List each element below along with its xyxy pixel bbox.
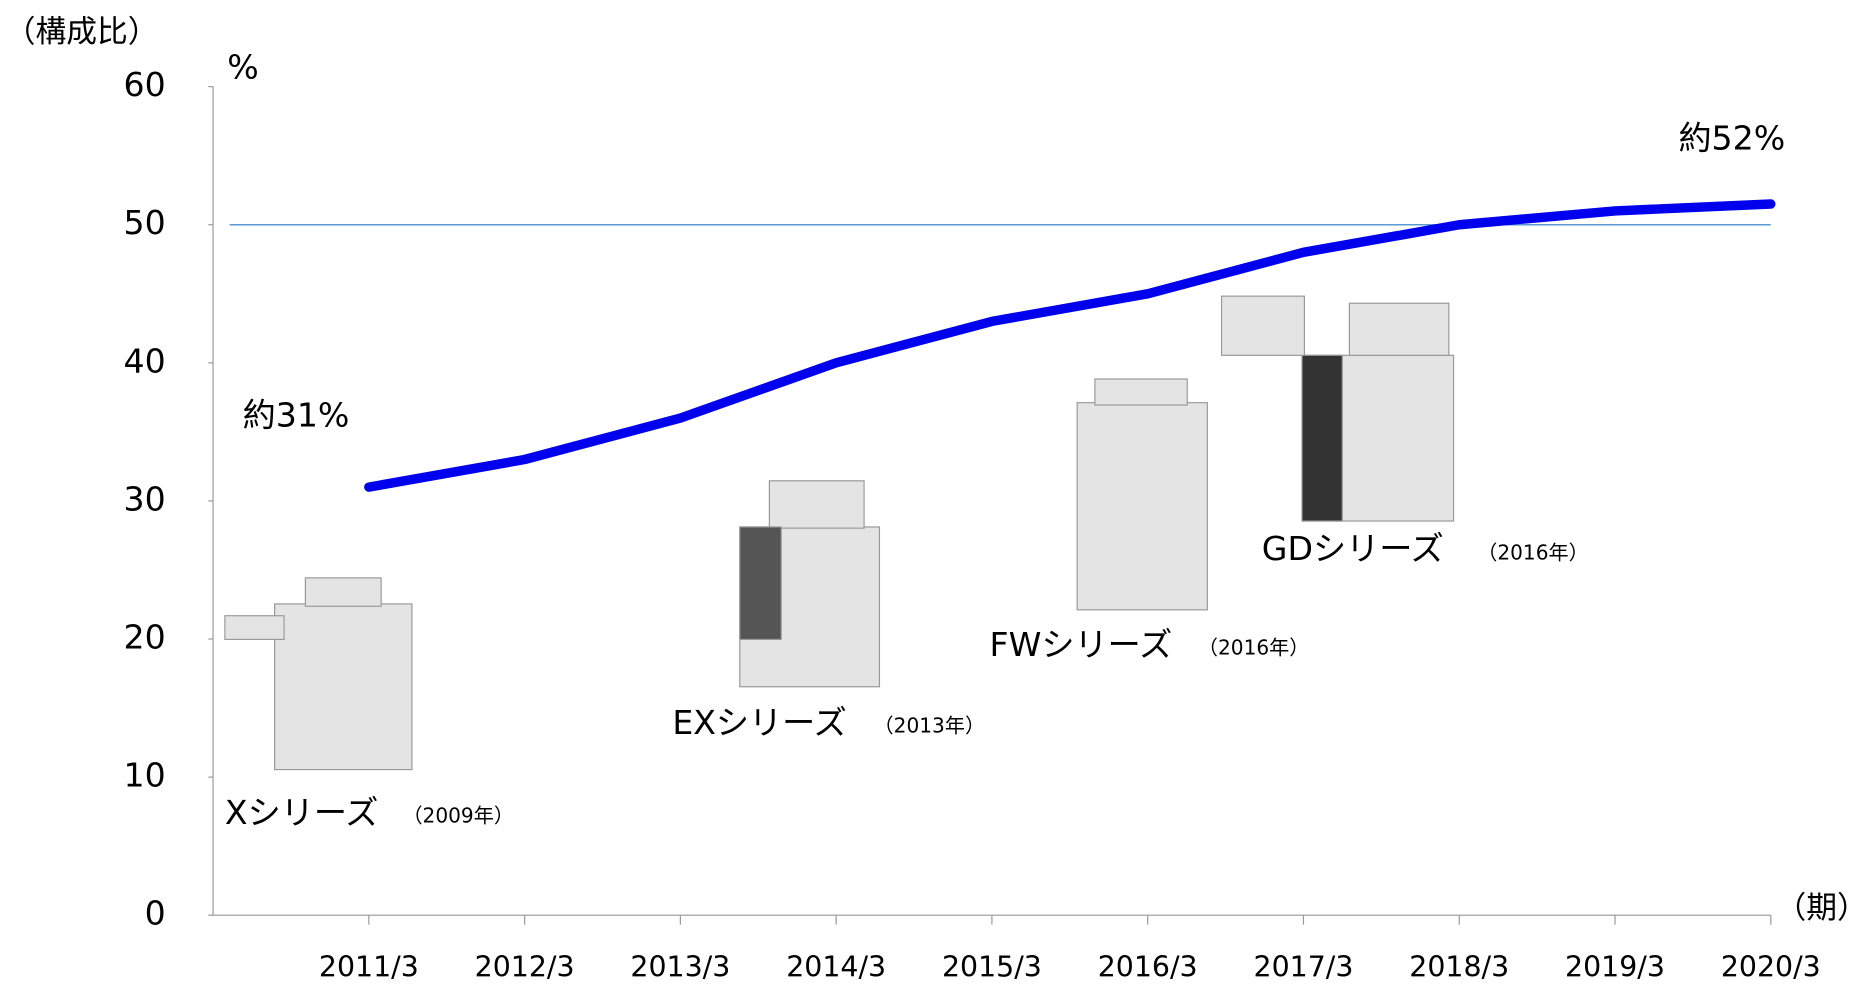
product-label: Xシリーズ （2009年） EXシリーズ （2013年） FWシリーズ （201… bbox=[225, 529, 1589, 832]
x-tick-label: 2018/3 bbox=[1409, 950, 1509, 983]
y-tick-label: 0 bbox=[145, 894, 166, 933]
product-name: FWシリーズ bbox=[990, 625, 1173, 664]
y-tick-label: 50 bbox=[124, 203, 166, 242]
annotation: 約31% bbox=[243, 395, 350, 434]
x-tick-label: 2011/3 bbox=[319, 950, 419, 983]
x-tick-label: 2013/3 bbox=[630, 950, 730, 983]
product-year: （2016年） bbox=[1198, 635, 1310, 659]
product-name: Xシリーズ bbox=[225, 793, 379, 832]
y-tick-label: 60 bbox=[124, 65, 166, 104]
y-axis-label: （構成比） bbox=[5, 14, 159, 50]
product-year: （2013年） bbox=[874, 714, 986, 738]
y-tick-label: 40 bbox=[124, 341, 166, 380]
chart: （構成比） % （期） 約31% 約52% Xシリーズ （2009年） EXシリ… bbox=[0, 0, 1856, 990]
annotation: 約52% bbox=[1678, 118, 1785, 157]
product-year: （2009年） bbox=[402, 803, 514, 827]
x-tick-label: 2015/3 bbox=[942, 950, 1042, 983]
x-tick-label: 2019/3 bbox=[1565, 950, 1665, 983]
x-axis-label: （期） bbox=[1776, 890, 1856, 926]
x-tick-label: 2017/3 bbox=[1254, 950, 1354, 983]
product-name: GDシリーズ bbox=[1262, 529, 1444, 568]
y-unit: % bbox=[227, 47, 258, 86]
series-line bbox=[369, 204, 1771, 487]
x-tick-label: 2014/3 bbox=[786, 950, 886, 983]
x-tick-label: 2012/3 bbox=[475, 950, 575, 983]
y-tick-label: 10 bbox=[124, 756, 166, 795]
x-tick-label: 2016/3 bbox=[1098, 950, 1198, 983]
product-name: EXシリーズ bbox=[672, 703, 846, 742]
y-tick-label: 20 bbox=[124, 618, 166, 657]
x-tick-label: 2020/3 bbox=[1721, 950, 1821, 983]
y-tick-label: 30 bbox=[124, 479, 166, 518]
product-year: （2016年） bbox=[1477, 541, 1589, 565]
